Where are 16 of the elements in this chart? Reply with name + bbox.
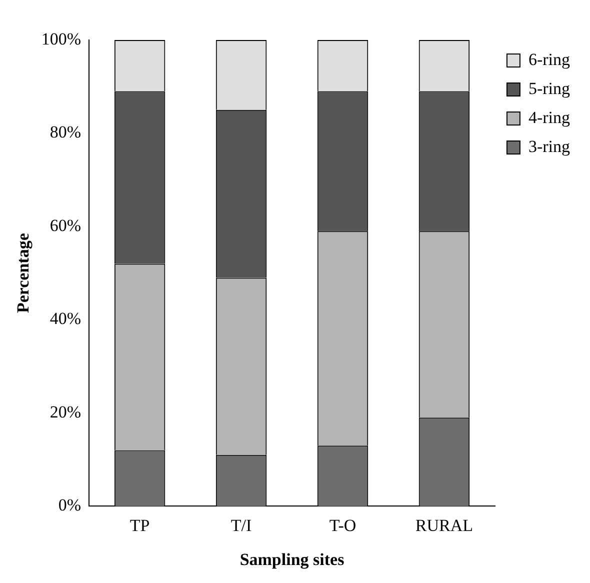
x-tick-label: T-O <box>329 516 356 535</box>
y-axis-title: Percentage <box>14 232 33 314</box>
y-tick-label: 80% <box>50 122 82 142</box>
y-tick-label: 100% <box>41 29 82 48</box>
y-tick-label: 20% <box>50 402 82 422</box>
legend-label: 5-ring <box>528 78 570 98</box>
y-tick-label: 40% <box>50 309 82 328</box>
x-axis-title: Sampling sites <box>240 550 345 570</box>
legend-label: 6-ring <box>528 50 570 69</box>
y-tick-label: 0% <box>58 496 82 515</box>
x-tick-label: RURAL <box>415 516 474 535</box>
x-tick-label: T/I <box>230 516 252 535</box>
legend-label: 4-ring <box>528 108 570 127</box>
y-tick-label: 60% <box>50 216 82 235</box>
legend-label: 3-ring <box>528 136 570 156</box>
x-tick-label: TP <box>130 516 150 535</box>
